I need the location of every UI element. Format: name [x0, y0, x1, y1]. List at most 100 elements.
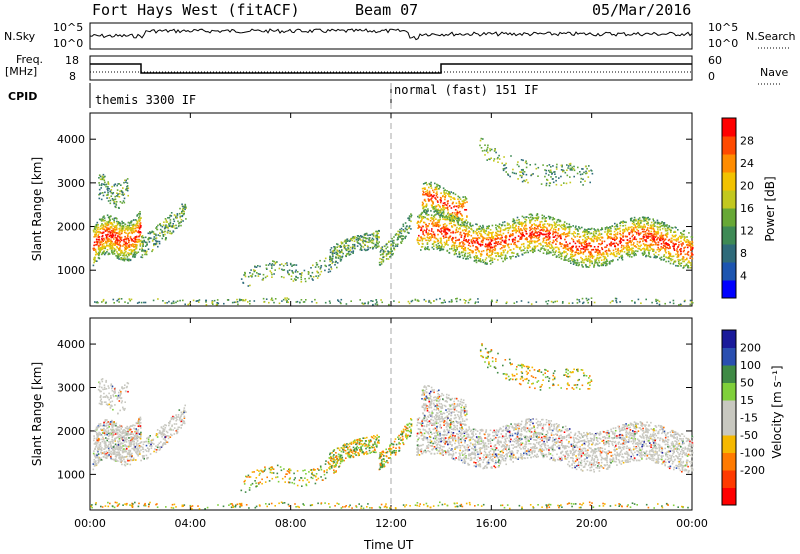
power-cell	[332, 252, 334, 254]
power-cell	[114, 195, 116, 198]
power-cell	[657, 221, 659, 224]
power-cell	[525, 237, 528, 239]
power-cell	[493, 258, 496, 260]
power-cell	[471, 242, 474, 245]
power-cell	[133, 230, 135, 233]
power-cell	[545, 182, 548, 185]
power-cell	[536, 245, 539, 247]
power-cell	[565, 227, 567, 230]
power-cell	[450, 196, 452, 198]
power-cell	[309, 275, 312, 277]
power-cell	[102, 298, 105, 301]
power-cell	[517, 227, 520, 230]
power-cell	[504, 258, 506, 261]
power-cell	[423, 229, 426, 232]
power-cell	[442, 213, 445, 215]
power-cell	[580, 181, 582, 183]
power-cell	[329, 302, 331, 304]
power-cell	[159, 223, 161, 226]
power-cell	[631, 222, 634, 225]
power-cell	[631, 247, 633, 249]
power-cell	[587, 248, 589, 251]
power-cell	[619, 232, 621, 235]
power-cell	[439, 186, 441, 188]
power-cell	[622, 220, 625, 223]
power-cell	[546, 243, 548, 246]
power-cell	[540, 233, 543, 235]
power-cell	[440, 245, 443, 248]
power-cell	[100, 187, 102, 189]
power-cell	[453, 223, 455, 226]
power-cell	[501, 162, 503, 165]
power-cell	[564, 256, 567, 259]
power-cell	[502, 260, 504, 263]
power-cell	[467, 252, 469, 255]
power-cell	[104, 223, 107, 225]
power-cell	[586, 245, 588, 247]
power-cell	[176, 300, 179, 302]
power-cell	[559, 225, 562, 228]
power-cell	[446, 228, 449, 231]
power-cell	[136, 224, 139, 226]
power-cell	[661, 221, 663, 223]
power-cell	[555, 168, 558, 170]
power-cell	[621, 254, 623, 257]
power-cell	[584, 258, 587, 261]
power-cell	[497, 237, 499, 240]
power-cell	[569, 226, 571, 228]
power-cell	[482, 224, 484, 227]
power-cell	[347, 247, 349, 249]
power-cell	[609, 262, 611, 264]
power-cell	[299, 301, 301, 304]
power-cell	[443, 205, 445, 207]
power-cell	[445, 218, 448, 221]
power-cell	[106, 227, 108, 229]
power-cell	[436, 248, 439, 250]
power-cell	[686, 244, 688, 246]
power-cell	[377, 232, 380, 235]
power-cell	[189, 302, 191, 305]
power-cell	[360, 235, 362, 237]
power-cell	[475, 246, 477, 248]
power-cell	[332, 255, 334, 258]
power-cell	[588, 250, 590, 253]
power-cell	[125, 248, 127, 251]
power-cell	[463, 229, 466, 231]
power-cell	[310, 267, 312, 269]
power-cell	[566, 253, 569, 255]
power-cell	[482, 138, 484, 140]
power-cell	[563, 251, 566, 253]
power-cell	[418, 225, 420, 227]
power-cell	[640, 249, 642, 251]
power-cell	[463, 221, 466, 224]
power-cell	[296, 271, 299, 273]
power-cell	[290, 275, 293, 277]
power-cell	[633, 238, 636, 240]
power-cell	[523, 245, 525, 248]
power-cell	[95, 250, 97, 252]
power-cell	[449, 248, 451, 250]
power-cell	[452, 232, 454, 234]
power-cell	[572, 255, 575, 257]
power-cell	[665, 235, 668, 237]
power-cell	[314, 266, 317, 268]
power-cell	[139, 219, 141, 221]
power-cell	[561, 233, 564, 235]
power-cell	[439, 248, 442, 250]
power-cell	[554, 226, 556, 229]
power-cell	[109, 199, 112, 202]
power-cell	[629, 218, 632, 220]
power-cell	[135, 222, 138, 225]
power-cell	[137, 231, 139, 233]
power-cell	[646, 244, 649, 247]
power-cell	[182, 205, 184, 208]
power-cell	[625, 245, 628, 247]
power-cell	[469, 256, 472, 259]
power-cell	[97, 228, 99, 230]
power-cell	[539, 229, 541, 231]
power-cell	[664, 229, 667, 232]
power-cell	[577, 230, 579, 232]
power-cell	[465, 228, 468, 230]
power-colorbar-swatch	[722, 226, 736, 245]
power-cell	[446, 190, 448, 192]
